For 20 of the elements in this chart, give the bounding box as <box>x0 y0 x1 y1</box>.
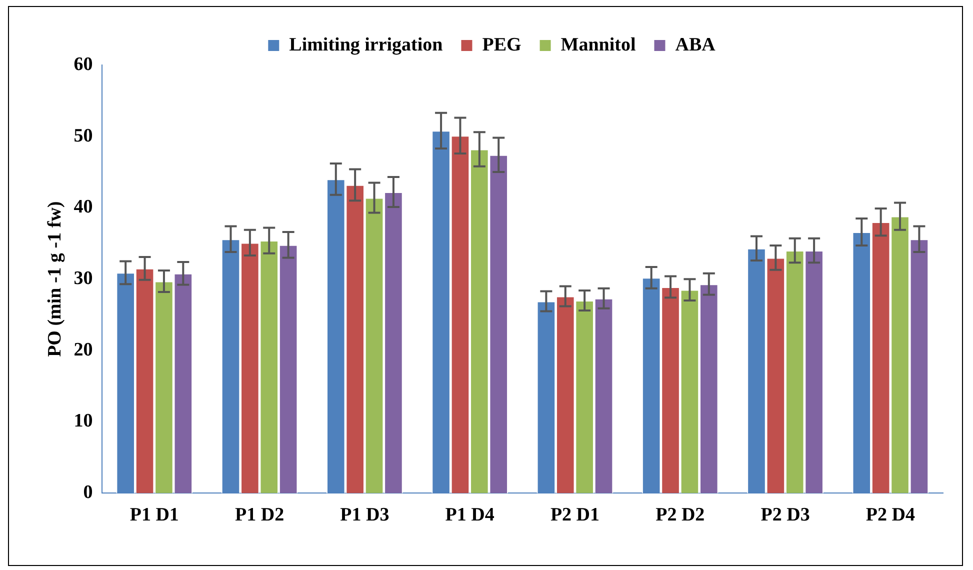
x-tick-label: P2 D2 <box>656 504 705 526</box>
y-axis-title: PO (min -1 g -1 fw) <box>44 201 66 357</box>
y-tick-label: 0 <box>83 482 93 504</box>
legend-label: ABA <box>675 34 716 56</box>
x-tick-label: P1 D2 <box>234 504 284 526</box>
x-tick-label: P2 D1 <box>550 504 600 526</box>
x-tick-label: P2 D4 <box>866 504 916 526</box>
y-tick-label: 40 <box>74 196 93 218</box>
y-tick-label: 50 <box>74 125 93 146</box>
y-tick-label: 10 <box>74 410 93 432</box>
x-tick-label: P1 D3 <box>340 504 390 526</box>
y-tick-label: 60 <box>74 54 93 75</box>
x-tick-label: P2 D3 <box>760 504 810 526</box>
x-tick-label: P1 D4 <box>445 504 495 526</box>
legend-label: Mannitol <box>560 34 636 56</box>
y-tick-label: 20 <box>74 339 93 360</box>
legend-label: Limiting irrigation <box>289 34 444 56</box>
legend-label: PEG <box>482 34 522 56</box>
x-tick-label: P1 D1 <box>130 504 179 526</box>
y-tick-label: 30 <box>74 268 93 290</box>
